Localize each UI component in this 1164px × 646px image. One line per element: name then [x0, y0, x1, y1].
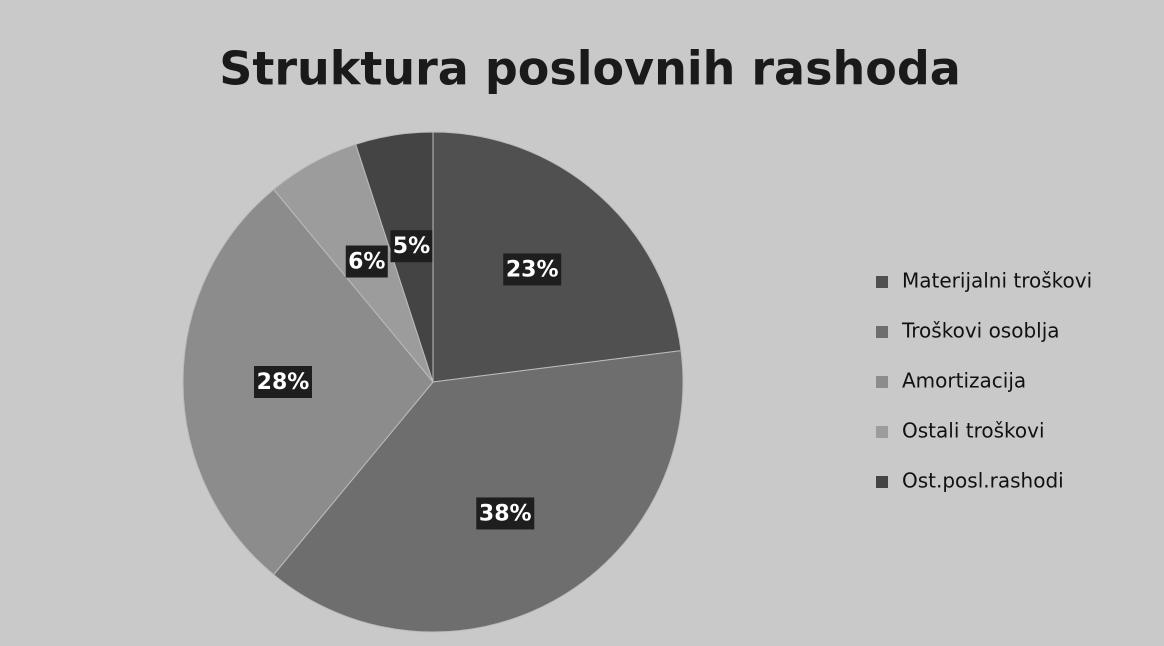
- chart-title: Struktura poslovnih rashoda: [219, 42, 961, 96]
- data-label: 28%: [257, 370, 310, 395]
- data-label-box: [254, 366, 312, 398]
- legend-swatch: [876, 426, 888, 438]
- pie-slice: [272, 350, 684, 633]
- legend-label: Ostali troškovi: [902, 419, 1045, 443]
- legend-label: Amortizacija: [902, 369, 1026, 393]
- data-label: 23%: [506, 257, 559, 282]
- legend-label: Ost.posl.rashodi: [902, 469, 1064, 493]
- data-label-box: [503, 253, 562, 286]
- legend-label: Troškovi osoblja: [901, 319, 1060, 343]
- data-label-box: [476, 497, 535, 530]
- legend-swatch: [876, 326, 888, 338]
- data-label: 5%: [393, 234, 430, 259]
- legend-swatch: [876, 376, 888, 388]
- legend-swatch: [876, 476, 888, 488]
- legend-swatch: [876, 276, 888, 288]
- data-label-box: [345, 245, 388, 278]
- data-label: 38%: [479, 501, 532, 526]
- legend-label: Materijalni troškovi: [902, 269, 1092, 293]
- data-label: 6%: [348, 250, 385, 275]
- data-label-box: [390, 230, 433, 263]
